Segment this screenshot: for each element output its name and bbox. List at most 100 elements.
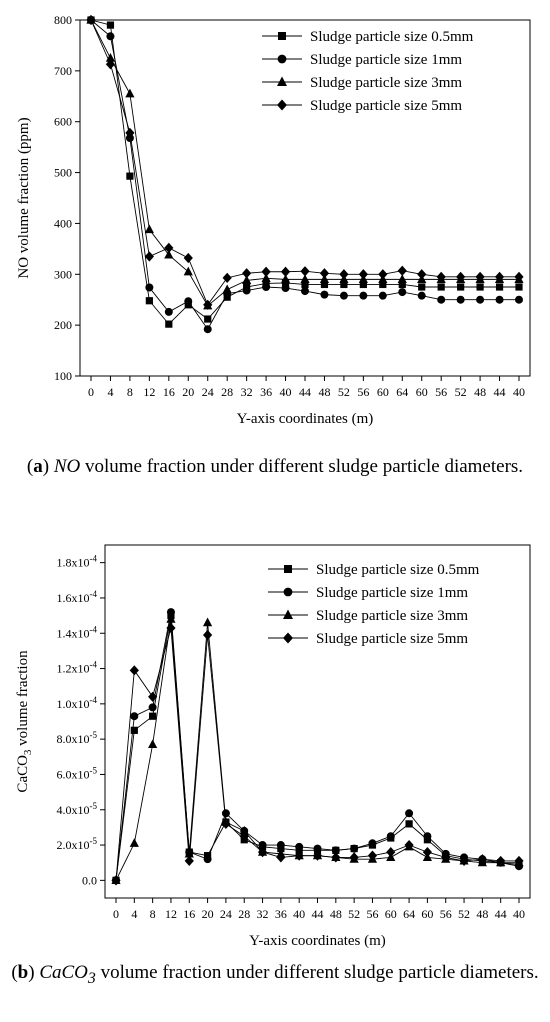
legend-marker bbox=[284, 565, 292, 573]
data-point bbox=[258, 841, 267, 850]
x-axis-title: Y-axis coordinates (m) bbox=[249, 933, 386, 949]
x-tick-label: 60 bbox=[385, 907, 397, 921]
data-point bbox=[456, 271, 466, 282]
data-point bbox=[496, 855, 506, 867]
data-point bbox=[145, 283, 154, 292]
caption-b-text: volume fraction under different sludge p… bbox=[100, 962, 539, 983]
legend-marker bbox=[283, 587, 293, 597]
data-point bbox=[340, 280, 348, 289]
y-tick-label: 2.0x10-5 bbox=[57, 836, 98, 852]
x-tick-label: 44 bbox=[495, 907, 507, 921]
data-point bbox=[203, 855, 212, 864]
data-point bbox=[331, 846, 340, 855]
legend-marker bbox=[283, 632, 293, 644]
data-point bbox=[184, 855, 194, 867]
data-point bbox=[301, 280, 309, 289]
data-point bbox=[397, 265, 407, 276]
series-line bbox=[115, 627, 519, 881]
x-tick-label: 32 bbox=[241, 385, 253, 399]
data-point bbox=[164, 242, 174, 253]
data-point bbox=[184, 848, 194, 858]
data-point bbox=[202, 629, 213, 641]
caption-b-term: CaCO3 bbox=[39, 962, 96, 987]
data-point bbox=[367, 850, 378, 861]
y-tick-label: 400 bbox=[54, 216, 72, 230]
legend-marker bbox=[283, 609, 293, 619]
x-tick-label: 64 bbox=[396, 385, 408, 399]
data-point bbox=[204, 315, 212, 323]
data-point bbox=[222, 272, 232, 283]
data-point bbox=[148, 739, 158, 749]
data-point bbox=[359, 280, 367, 289]
data-point bbox=[417, 269, 427, 280]
x-tick-label: 40 bbox=[293, 907, 305, 921]
data-point bbox=[261, 266, 271, 277]
x-tick-label: 60 bbox=[377, 385, 389, 399]
plot-frame bbox=[79, 19, 531, 377]
data-point bbox=[459, 855, 469, 867]
data-point bbox=[148, 703, 157, 712]
data-point bbox=[495, 295, 504, 304]
x-tick-label: 44 bbox=[299, 385, 311, 399]
x-tick-label: 52 bbox=[455, 385, 467, 399]
data-point bbox=[437, 295, 446, 304]
data-point bbox=[105, 59, 116, 70]
data-point bbox=[320, 290, 329, 299]
data-point bbox=[221, 809, 230, 818]
data-point bbox=[144, 251, 154, 262]
data-point bbox=[300, 274, 310, 283]
y-tick-label: 4.0x10-5 bbox=[57, 801, 98, 817]
y-tick-label: 200 bbox=[54, 318, 72, 332]
data-point bbox=[280, 266, 291, 277]
data-point bbox=[202, 617, 213, 627]
data-point bbox=[144, 224, 154, 234]
data-point bbox=[423, 832, 432, 841]
data-point bbox=[295, 842, 304, 851]
data-point bbox=[477, 854, 487, 865]
x-tick-label: 24 bbox=[220, 907, 232, 921]
caption-b-term-sub: 3 bbox=[87, 969, 96, 987]
data-point bbox=[514, 855, 524, 867]
legend-label: Sludge particle size 5mm bbox=[310, 98, 462, 114]
x-tick-label: 0 bbox=[113, 907, 119, 921]
data-point bbox=[378, 269, 388, 280]
data-point bbox=[359, 291, 368, 300]
x-tick-label: 60 bbox=[416, 385, 428, 399]
x-tick-label: 8 bbox=[127, 385, 133, 399]
y-tick-label: 1.6x10-4 bbox=[57, 589, 98, 605]
data-point bbox=[129, 665, 139, 676]
data-point bbox=[319, 274, 330, 283]
data-point bbox=[145, 297, 153, 305]
data-point bbox=[418, 283, 426, 291]
legend: Sludge particle size 0.5mm Sludge particl… bbox=[268, 562, 480, 647]
y-tick-label: 1.2x10-4 bbox=[57, 660, 98, 676]
data-point bbox=[319, 268, 330, 279]
series-4 bbox=[86, 14, 524, 310]
data-point bbox=[368, 839, 377, 848]
x-tick-label: 12 bbox=[165, 907, 177, 921]
chart-panel-a: 100 200 300 400 500 600 700 800 0 4 8 12 16 20 24 28 32 3… bbox=[0, 0, 550, 510]
x-tick-label: 40 bbox=[513, 385, 525, 399]
x-axis-title: Y-axis coordinates (m) bbox=[237, 411, 374, 427]
data-point bbox=[441, 852, 451, 863]
data-point bbox=[358, 269, 368, 280]
series-line bbox=[115, 615, 520, 881]
data-point bbox=[494, 271, 505, 282]
data-point bbox=[320, 280, 329, 289]
x-tick-label: 20 bbox=[202, 907, 214, 921]
y-tick-label: 500 bbox=[54, 166, 72, 180]
data-point bbox=[106, 32, 115, 41]
data-point bbox=[349, 852, 359, 863]
data-point bbox=[405, 809, 414, 818]
y-tick-label: 1.4x10-4 bbox=[57, 624, 98, 640]
data-point bbox=[126, 172, 134, 180]
series-line bbox=[115, 611, 520, 881]
data-point bbox=[379, 280, 387, 289]
legend: Sludge particle size 0.5mm Sludge particl… bbox=[262, 29, 474, 114]
data-point bbox=[262, 283, 271, 291]
x-tick-label: 16 bbox=[163, 385, 175, 399]
legend-marker bbox=[277, 99, 287, 111]
y-tick-label: 8.0x10-5 bbox=[57, 730, 98, 746]
legend-label: Sludge particle size 3mm bbox=[310, 75, 462, 91]
caption-a-text: volume fraction under different sludge p… bbox=[84, 456, 524, 477]
